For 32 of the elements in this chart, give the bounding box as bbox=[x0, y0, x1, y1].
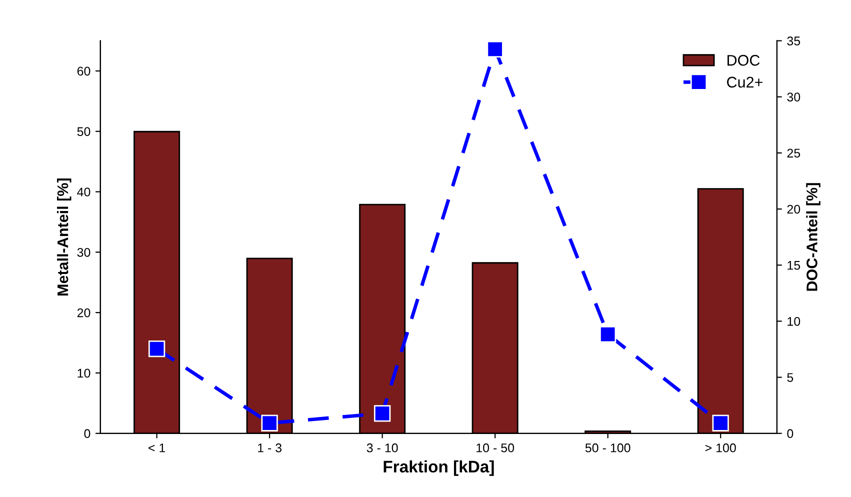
point bbox=[599, 326, 616, 343]
legend-label: DOC bbox=[728, 54, 760, 66]
y2-tick-label: 25 bbox=[787, 148, 800, 158]
y-tick-label: 0 bbox=[84, 429, 90, 438]
x-axis-title: Fraktion [kDa] bbox=[384, 460, 494, 476]
y2-tick-label: 35 bbox=[787, 36, 800, 46]
y2-tick-label: 5 bbox=[787, 373, 794, 382]
y-tick-label: 60 bbox=[77, 66, 90, 76]
x-tick-label: < 1 bbox=[148, 444, 166, 452]
legend-label: Cu2+ bbox=[727, 76, 762, 88]
x-tick-label: 3 - 10 bbox=[366, 443, 398, 452]
y-tick-label: 40 bbox=[77, 188, 90, 196]
x-tick-label: 50 - 100 bbox=[585, 443, 630, 452]
y-tick-label: 10 bbox=[78, 368, 90, 378]
point bbox=[261, 414, 278, 432]
point bbox=[148, 340, 166, 358]
point bbox=[712, 414, 729, 432]
x-tick-label: > 100 bbox=[705, 443, 736, 452]
y-tick-label: 20 bbox=[77, 308, 90, 318]
y2-tick-label: 15 bbox=[788, 261, 800, 270]
y2-tick-label: 20 bbox=[787, 204, 800, 214]
x-tick-label: 10 - 50 bbox=[476, 443, 514, 452]
point bbox=[374, 405, 391, 422]
y-axis-title: Metall-Anteil [%] bbox=[56, 178, 72, 296]
y-tick-label: 50 bbox=[77, 127, 90, 136]
y2-tick-label: 0 bbox=[787, 429, 794, 438]
y2-tick-label: 30 bbox=[787, 92, 800, 102]
y2-tick-label: 10 bbox=[788, 317, 800, 326]
x-tick-label: 1 - 3 bbox=[258, 443, 282, 452]
point bbox=[486, 40, 504, 58]
y2-axis-title: DOC-Anteil [%] bbox=[806, 183, 820, 291]
y-tick-label: 30 bbox=[77, 248, 90, 257]
